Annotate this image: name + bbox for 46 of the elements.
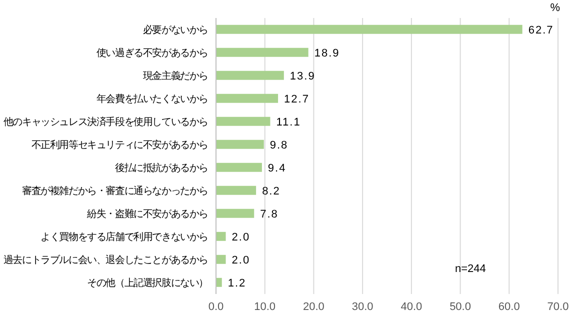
bar bbox=[216, 24, 522, 34]
bar bbox=[216, 140, 264, 149]
y-tick-label: 後払に抵抗があるから bbox=[114, 162, 208, 174]
bar bbox=[216, 116, 270, 126]
data-label: 13.9 bbox=[290, 70, 316, 82]
y-tick-label: 過去にトラブルに会い、退会したことがあるから bbox=[3, 254, 208, 266]
bar bbox=[216, 94, 278, 103]
bar bbox=[216, 48, 308, 57]
x-tick-label: 30.0 bbox=[352, 300, 374, 313]
x-axis-title: % bbox=[550, 2, 560, 14]
x-tick-label: 50.0 bbox=[450, 300, 471, 313]
bar bbox=[216, 208, 254, 218]
annotation: n=244 bbox=[455, 263, 486, 275]
y-tick-label: 現金主義だから bbox=[142, 70, 208, 82]
bar bbox=[216, 186, 256, 195]
data-label: 1.2 bbox=[228, 277, 246, 290]
y-tick-label: 他のキャッシュレス決済手段を使用しているから bbox=[3, 116, 208, 128]
data-label: 11.1 bbox=[276, 116, 301, 128]
data-label: 2.0 bbox=[232, 231, 250, 244]
x-tick-label: 0.0 bbox=[208, 300, 224, 313]
data-label: 62.7 bbox=[528, 24, 554, 36]
x-tick-label: 20.0 bbox=[303, 300, 324, 313]
bar bbox=[216, 70, 284, 80]
y-tick-label: 紛失・盗難に不安があるから bbox=[86, 208, 208, 220]
data-label: 9.4 bbox=[268, 162, 286, 174]
y-tick-label: 審査が複雑だから・審査に通らなかったから bbox=[22, 185, 208, 198]
x-tick-label: 60.0 bbox=[498, 300, 520, 313]
y-tick-label: 必要がないから bbox=[142, 24, 208, 36]
data-label: 18.9 bbox=[314, 47, 340, 60]
bar bbox=[216, 254, 226, 264]
bar bbox=[216, 278, 222, 287]
y-tick-label: 不正利用等セキュリティに不安があるから bbox=[31, 139, 208, 152]
y-tick-label: よく買物をする店舗で利用できないから bbox=[40, 231, 208, 244]
bar bbox=[216, 232, 226, 241]
data-label: 9.8 bbox=[270, 139, 288, 152]
data-label: 12.7 bbox=[284, 93, 310, 106]
bar bbox=[216, 162, 262, 172]
y-tick-label: 年会費を払いたくないから bbox=[96, 93, 208, 106]
y-tick-label: その他（上記選択肢にない） bbox=[87, 277, 208, 290]
data-label: 2.0 bbox=[232, 254, 250, 266]
x-tick-label: 70.0 bbox=[547, 300, 569, 313]
data-label: 7.8 bbox=[260, 208, 278, 220]
data-label: 8.2 bbox=[262, 185, 280, 198]
x-tick-label: 10.0 bbox=[254, 300, 276, 313]
x-tick-label: 40.0 bbox=[400, 300, 422, 313]
y-tick-label: 使い過ぎる不安があるから bbox=[96, 47, 208, 60]
